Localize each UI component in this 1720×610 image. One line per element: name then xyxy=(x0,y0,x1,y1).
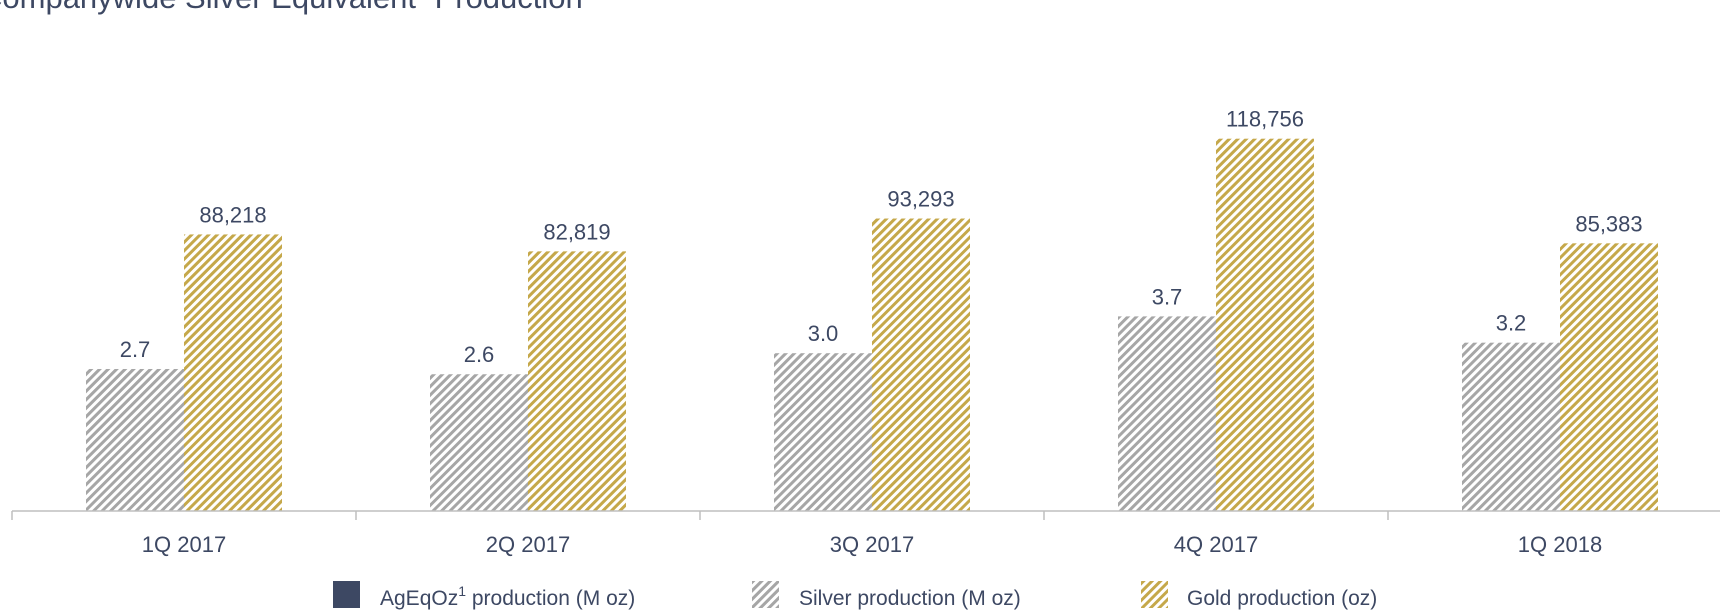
silver-bar-label: 3.0 xyxy=(808,321,839,346)
gold-bar-label: 88,218 xyxy=(199,202,266,227)
silver-bar xyxy=(774,353,872,511)
legend-swatch-ageq xyxy=(333,581,360,608)
legend-label-silver: Silver production (M oz) xyxy=(799,587,1021,610)
legend: AgEqOz1 production (M oz) Silver product… xyxy=(333,581,1377,610)
silver-bar xyxy=(430,374,528,511)
silver-bar xyxy=(1118,316,1216,511)
gold-bar xyxy=(1216,138,1314,511)
gold-bar xyxy=(528,251,626,512)
x-tick-label: 2Q 2017 xyxy=(486,532,570,557)
gold-bar-label: 85,383 xyxy=(1575,211,1642,236)
silver-bar-label: 2.6 xyxy=(464,342,495,367)
x-tick-label: 3Q 2017 xyxy=(830,532,914,557)
silver-bar xyxy=(86,368,184,511)
x-tick-label: 1Q 2018 xyxy=(1518,532,1602,557)
x-tick-label: 4Q 2017 xyxy=(1174,532,1258,557)
silver-bar xyxy=(1462,342,1560,511)
x-tick-label: 1Q 2017 xyxy=(142,532,226,557)
gold-bar-label: 93,293 xyxy=(887,187,954,212)
chart-title: Companywide Silver Equivalent1 Productio… xyxy=(0,0,583,15)
silver-bar-label: 2.7 xyxy=(120,337,151,362)
gold-bar-label: 118,756 xyxy=(1226,107,1304,132)
gold-bar xyxy=(872,218,970,512)
gold-bar-label: 82,819 xyxy=(543,219,610,244)
silver-bar-label: 3.7 xyxy=(1152,284,1183,309)
legend-swatch-silver xyxy=(752,581,779,608)
legend-label-ageq: AgEqOz1 production (M oz) xyxy=(380,583,635,610)
legend-label-gold: Gold production (oz) xyxy=(1187,587,1377,610)
silver-bar-label: 3.2 xyxy=(1496,311,1527,336)
gold-bar xyxy=(1560,243,1658,512)
gold-bar xyxy=(184,234,282,511)
legend-swatch-gold xyxy=(1141,581,1168,608)
